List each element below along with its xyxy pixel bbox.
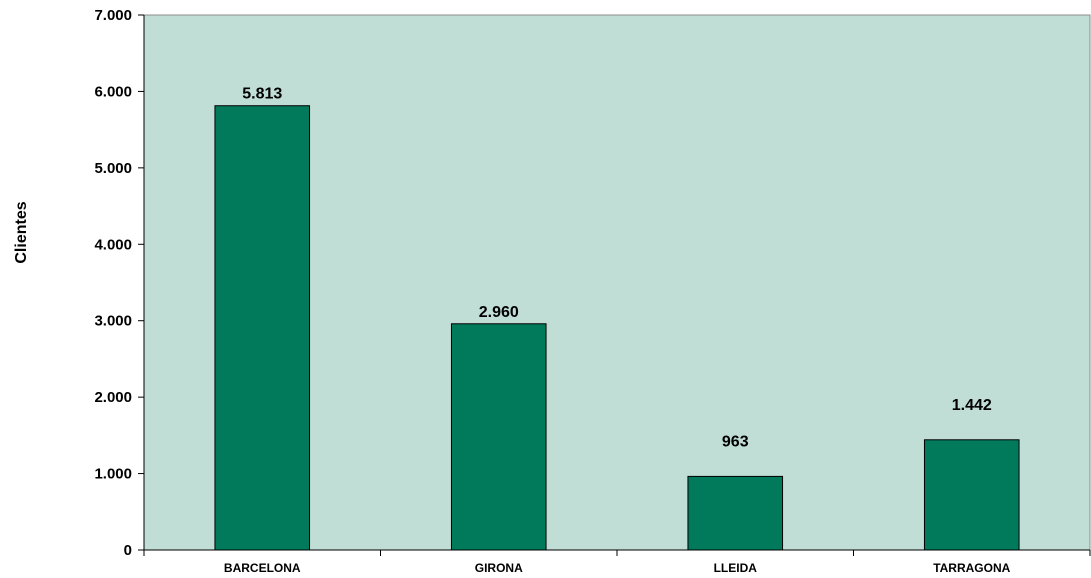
bar-barcelona bbox=[214, 105, 311, 551]
y-axis-ticks: 0 1.000 2.000 3.000 4.000 5.000 6.000 7.000 bbox=[94, 7, 144, 559]
y-tick-label: 6.000 bbox=[94, 83, 132, 100]
data-label: 2.960 bbox=[479, 304, 519, 321]
bar-girona bbox=[450, 323, 547, 551]
y-tick-label: 3.000 bbox=[94, 313, 132, 330]
data-label: 1.442 bbox=[952, 397, 992, 414]
y-tick-label: 2.000 bbox=[94, 389, 132, 406]
x-axis-ticks: BARCELONA GIRONA LLEIDA TARRAGONA bbox=[143, 550, 1091, 575]
x-tick-label: GIRONA bbox=[475, 561, 523, 575]
x-tick-label: BARCELONA bbox=[224, 561, 301, 575]
data-labels: 5.813 2.960 963 1.442 bbox=[242, 86, 992, 451]
bars bbox=[214, 105, 1020, 551]
bar-lleida bbox=[687, 475, 784, 551]
y-tick-label: 7.000 bbox=[94, 7, 132, 24]
data-label: 5.813 bbox=[242, 86, 282, 103]
data-label: 963 bbox=[722, 433, 749, 450]
x-tick-label: TARRAGONA bbox=[933, 561, 1010, 575]
y-tick-label: 0 bbox=[124, 542, 132, 559]
y-axis-title: Clientes bbox=[13, 201, 30, 263]
x-tick-label: LLEIDA bbox=[714, 561, 758, 575]
y-tick-label: 4.000 bbox=[94, 236, 132, 253]
y-tick-label: 1.000 bbox=[94, 466, 132, 483]
y-tick-label: 5.000 bbox=[94, 160, 132, 177]
bar-tarragona bbox=[923, 439, 1020, 551]
